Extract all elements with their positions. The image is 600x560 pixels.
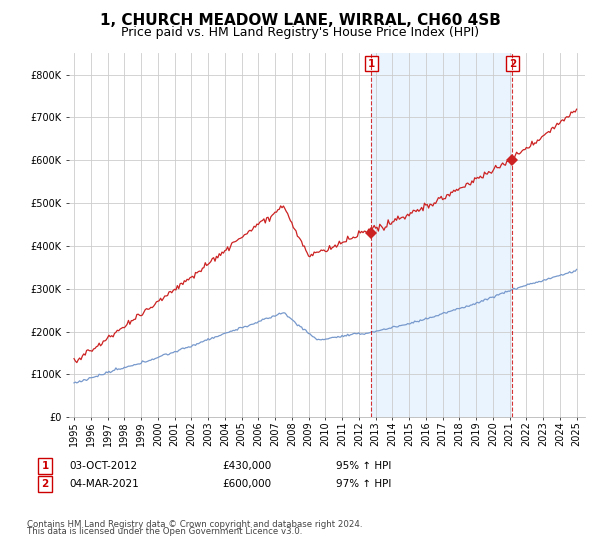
Text: 03-OCT-2012: 03-OCT-2012 bbox=[69, 461, 137, 471]
Text: 1, CHURCH MEADOW LANE, WIRRAL, CH60 4SB: 1, CHURCH MEADOW LANE, WIRRAL, CH60 4SB bbox=[100, 13, 500, 28]
Text: 1: 1 bbox=[41, 461, 49, 471]
Text: Price paid vs. HM Land Registry's House Price Index (HPI): Price paid vs. HM Land Registry's House … bbox=[121, 26, 479, 39]
Text: £430,000: £430,000 bbox=[222, 461, 271, 471]
Text: This data is licensed under the Open Government Licence v3.0.: This data is licensed under the Open Gov… bbox=[27, 528, 302, 536]
Text: 04-MAR-2021: 04-MAR-2021 bbox=[69, 479, 139, 489]
Text: 1: 1 bbox=[368, 59, 375, 69]
Text: 97% ↑ HPI: 97% ↑ HPI bbox=[336, 479, 391, 489]
Text: 95% ↑ HPI: 95% ↑ HPI bbox=[336, 461, 391, 471]
Text: £600,000: £600,000 bbox=[222, 479, 271, 489]
Text: 2: 2 bbox=[509, 59, 516, 69]
Text: Contains HM Land Registry data © Crown copyright and database right 2024.: Contains HM Land Registry data © Crown c… bbox=[27, 520, 362, 529]
Bar bbox=[371, 53, 512, 417]
Text: 2: 2 bbox=[41, 479, 49, 489]
